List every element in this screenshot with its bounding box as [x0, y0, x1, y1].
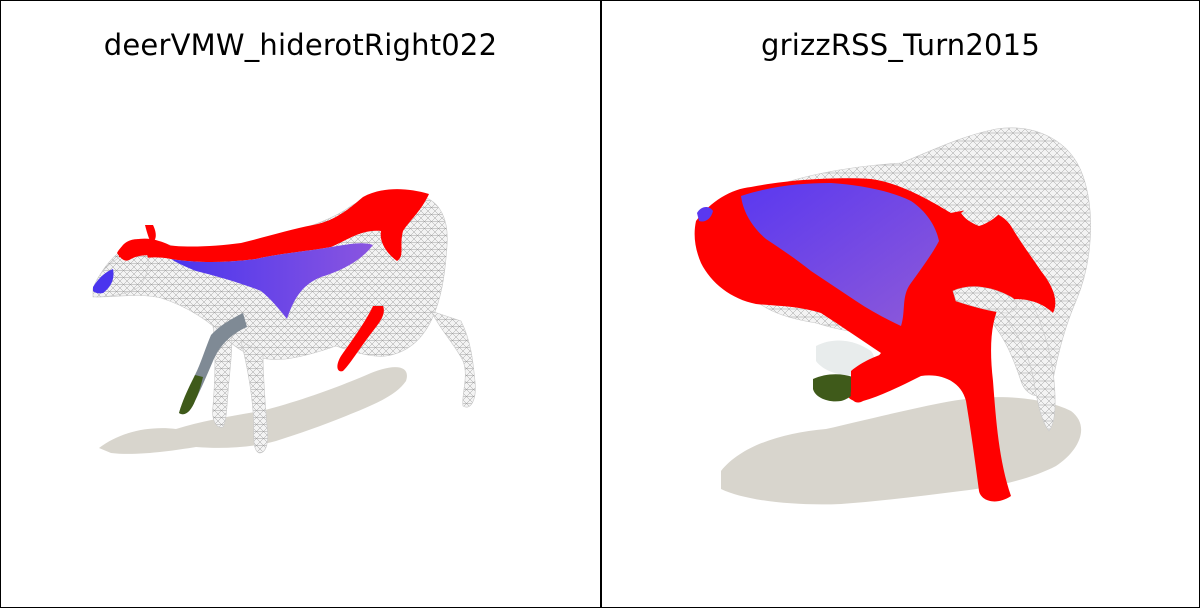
right-viewport[interactable]: grizzRSS_Turn2015: [601, 1, 1200, 607]
bear-mesh-render: [694, 127, 1091, 505]
bear-hump-patch: [961, 201, 1006, 226]
bear-shadow: [721, 397, 1082, 505]
deer-blue-region: [171, 243, 373, 319]
deer-back-leg-1: [430, 310, 476, 408]
deer-mesh-render: [92, 189, 476, 454]
bear-blue-region: [741, 183, 939, 326]
left-viewport[interactable]: deerVMW_hiderotRight022: [1, 1, 600, 607]
panel-divider: [600, 1, 602, 607]
left-panel-title: deerVMW_hiderotRight022: [103, 28, 498, 62]
bear-green-paw: [813, 374, 856, 402]
deer-head-red: [117, 238, 178, 261]
bear-front-leg: [850, 353, 886, 403]
bear-rear-leg: [990, 300, 1056, 432]
deer-nose-blue: [93, 269, 114, 294]
bear-red-region: [694, 178, 1056, 502]
deer-back-leg-2: [337, 306, 384, 372]
right-panel-title: grizzRSS_Turn2015: [761, 28, 1040, 62]
deer-red-region: [119, 189, 429, 266]
deer-green-hoof: [179, 375, 203, 415]
deer-shadow: [99, 367, 407, 454]
bear-hip-patch: [952, 286, 1017, 314]
deer-ear: [145, 225, 156, 243]
bear-ear-blue: [697, 207, 713, 222]
deer-front-leg-1: [240, 340, 269, 454]
